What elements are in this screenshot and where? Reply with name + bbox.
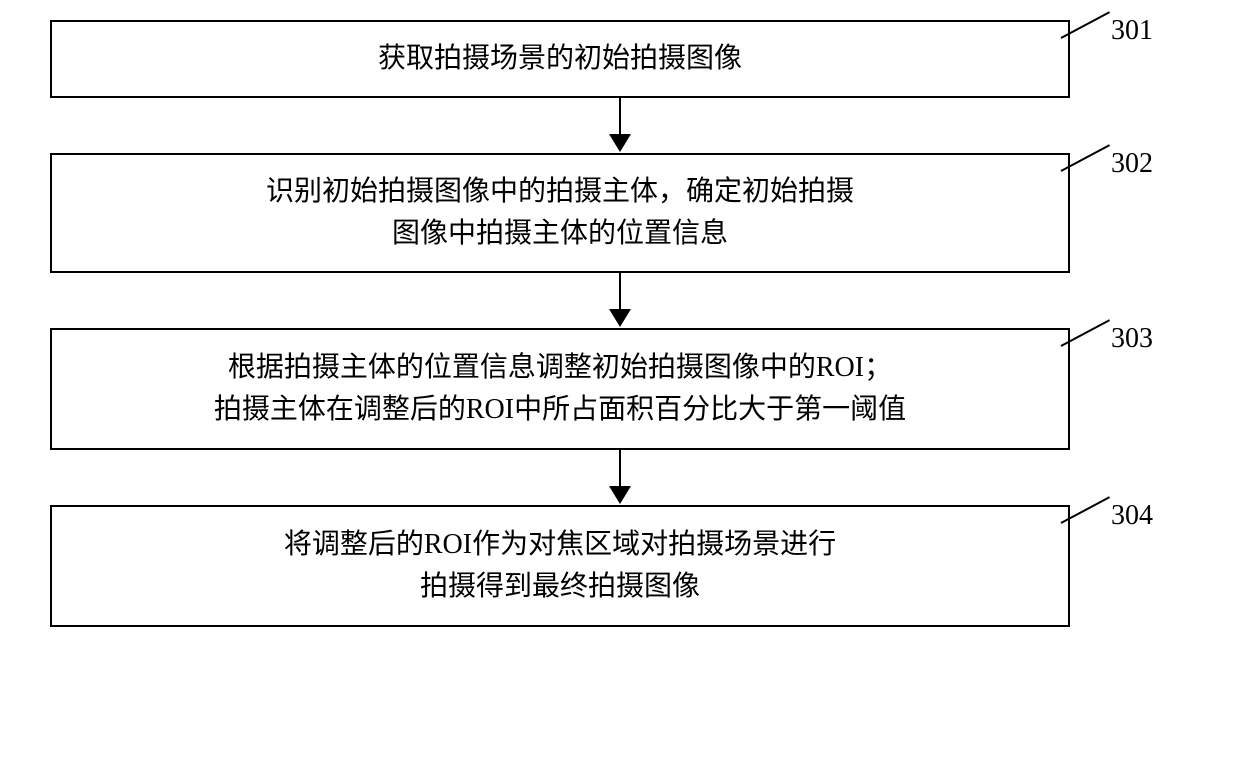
step-label-301: 301 [1111, 10, 1153, 52]
step-text-line2: 拍摄得到最终拍摄图像 [420, 571, 700, 602]
step-text-line1: 识别初始拍摄图像中的拍摄主体，确定初始拍摄 [266, 176, 854, 207]
step-label-303: 303 [1111, 318, 1153, 360]
step-text-line2: 图像中拍摄主体的位置信息 [392, 218, 728, 249]
step-text-301: 获取拍摄场景的初始拍摄图像 [378, 38, 742, 80]
step-text-304: 将调整后的ROI作为对焦区域对拍摄场景进行 拍摄得到最终拍摄图像 [284, 524, 836, 608]
arrow-icon [619, 98, 621, 136]
step-text-302: 识别初始拍摄图像中的拍摄主体，确定初始拍摄 图像中拍摄主体的位置信息 [266, 171, 854, 255]
step-label-304: 304 [1111, 495, 1153, 537]
step-box-301: 301 获取拍摄场景的初始拍摄图像 [50, 20, 1070, 98]
connector-line [1061, 11, 1111, 39]
arrow-icon [619, 450, 621, 488]
arrow-1-2 [50, 98, 1190, 153]
step-text-line1: 根据拍摄主体的位置信息调整初始拍摄图像中的ROI； [228, 352, 892, 383]
step-box-304: 304 将调整后的ROI作为对焦区域对拍摄场景进行 拍摄得到最终拍摄图像 [50, 505, 1070, 627]
step-text-line2: 拍摄主体在调整后的ROI中所占面积百分比大于第一阈值 [214, 394, 906, 425]
step-label-302: 302 [1111, 143, 1153, 185]
arrow-2-3 [50, 273, 1190, 328]
step-text-line1: 将调整后的ROI作为对焦区域对拍摄场景进行 [284, 529, 836, 560]
step-box-303: 303 根据拍摄主体的位置信息调整初始拍摄图像中的ROI； 拍摄主体在调整后的R… [50, 328, 1070, 450]
arrow-icon [619, 273, 621, 311]
step-box-302: 302 识别初始拍摄图像中的拍摄主体，确定初始拍摄 图像中拍摄主体的位置信息 [50, 153, 1070, 273]
arrow-3-4 [50, 450, 1190, 505]
step-text-303: 根据拍摄主体的位置信息调整初始拍摄图像中的ROI； 拍摄主体在调整后的ROI中所… [214, 347, 906, 431]
flowchart-container: 301 获取拍摄场景的初始拍摄图像 302 识别初始拍摄图像中的拍摄主体，确定初… [50, 20, 1190, 627]
